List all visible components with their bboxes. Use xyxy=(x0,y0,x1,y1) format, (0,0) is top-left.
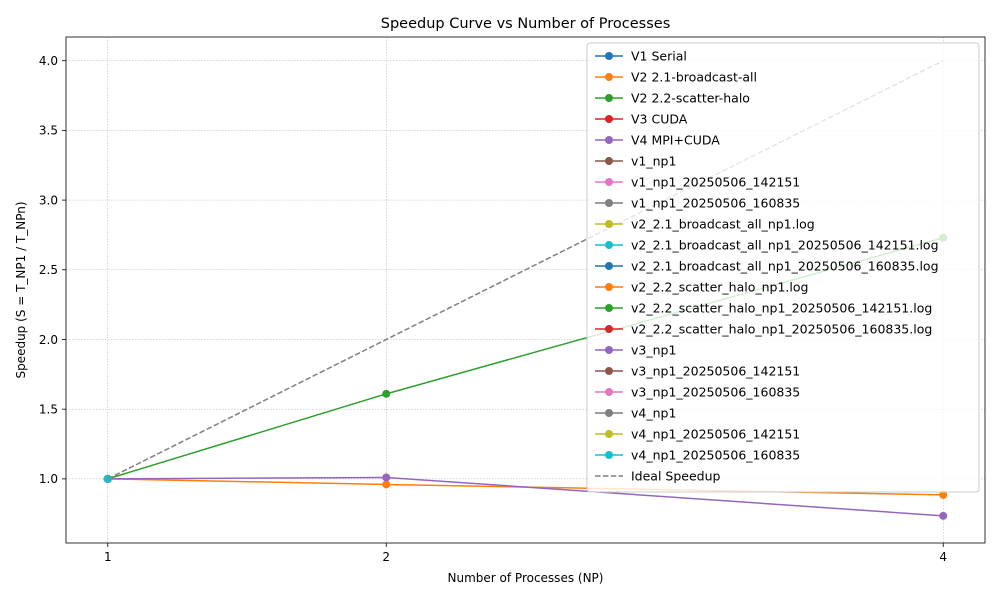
legend-marker xyxy=(605,73,613,81)
legend-marker xyxy=(605,451,613,459)
data-point xyxy=(939,490,948,499)
legend-marker xyxy=(605,220,613,228)
legend-marker xyxy=(605,283,613,291)
legend-item: v3_np1_20250506_142151 xyxy=(595,364,800,379)
x-axis-label: Number of Processes (NP) xyxy=(448,571,604,585)
x-tick-label: 1 xyxy=(104,550,112,564)
legend-item: v1_np1 xyxy=(595,154,676,169)
legend-label: v1_np1_20250506_142151 xyxy=(631,175,800,190)
legend-item: V4 MPI+CUDA xyxy=(595,133,720,148)
legend-item: v2_2.1_broadcast_all_np1_20250506_142151… xyxy=(595,238,939,253)
legend-marker xyxy=(605,199,613,207)
x-tick-label: 4 xyxy=(939,550,947,564)
legend-item: v4_np1_20250506_142151 xyxy=(595,427,800,442)
y-tick-label: 4.0 xyxy=(39,54,58,68)
legend-marker xyxy=(605,136,613,144)
y-ticks: 1.0 1.5 2.0 2.5 3.0 3.5 4.0 xyxy=(39,54,66,486)
series-layer xyxy=(103,60,948,520)
y-tick-label: 2.0 xyxy=(39,333,58,347)
legend-marker xyxy=(605,262,613,270)
ideal-speedup-line xyxy=(107,60,944,480)
legend-marker xyxy=(605,346,613,354)
legend-item: V2 2.2-scatter-halo xyxy=(595,91,750,106)
legend-marker xyxy=(605,325,613,333)
y-axis-label: Speedup (S = T_NP1 / T_NPn) xyxy=(14,201,28,378)
plot-frame xyxy=(65,36,986,544)
legend-item: V2 2.1-broadcast-all xyxy=(595,70,757,85)
legend-label: v4_np1_20250506_142151 xyxy=(631,427,800,442)
legend-marker xyxy=(605,430,613,438)
data-point xyxy=(382,480,391,489)
data-point xyxy=(939,511,948,520)
legend: V1 Serial V2 2.1-broadcast-all V2 2.2-scat… xyxy=(586,42,980,493)
legend-label: v2_2.1_broadcast_all_np1.log xyxy=(631,217,815,232)
legend-item: v4_np1 xyxy=(595,406,676,421)
legend-label: v3_np1_20250506_142151 xyxy=(631,364,800,379)
legend-marker xyxy=(605,388,613,396)
legend-item: v1_np1_20250506_142151 xyxy=(595,175,800,190)
chart-title: Speedup Curve vs Number of Processes xyxy=(381,16,671,32)
series-20 xyxy=(107,60,944,480)
legend-label: V4 MPI+CUDA xyxy=(631,133,720,148)
legend-marker xyxy=(605,178,613,186)
legend-label: v1_np1 xyxy=(631,154,676,169)
legend-label: v2_2.2_scatter_halo_np1.log xyxy=(631,280,808,295)
legend-label: V2 2.1-broadcast-all xyxy=(631,70,757,85)
legend-item: v2_2.2_scatter_halo_np1_20250506_160835.… xyxy=(595,322,932,337)
legend-marker xyxy=(605,241,613,249)
legend-label: v3_np1 xyxy=(631,343,676,358)
legend-label: v2_2.2_scatter_halo_np1_20250506_160835.… xyxy=(631,322,932,337)
legend-label: v1_np1_20250506_160835 xyxy=(631,196,800,211)
legend-label: v4_np1 xyxy=(631,406,676,421)
legend-box xyxy=(586,42,980,493)
legend-marker xyxy=(605,409,613,417)
data-point xyxy=(382,389,391,398)
legend-marker xyxy=(605,157,613,165)
legend-item: V3 CUDA xyxy=(595,112,688,127)
legend-item: v2_2.2_scatter_halo_np1.log xyxy=(595,280,808,295)
legend-marker xyxy=(605,367,613,375)
legend-marker xyxy=(605,52,613,60)
legend-item: v4_np1_20250506_160835 xyxy=(595,448,800,463)
legend-label: v4_np1_20250506_160835 xyxy=(631,448,800,463)
legend-marker xyxy=(605,94,613,102)
x-ticks: 1 2 4 xyxy=(104,543,947,564)
legend-label: v2_2.1_broadcast_all_np1_20250506_160835… xyxy=(631,259,939,274)
legend-label: v2_2.1_broadcast_all_np1_20250506_142151… xyxy=(631,238,939,253)
y-tick-label: 2.5 xyxy=(39,263,58,277)
y-tick-label: 3.0 xyxy=(39,193,58,207)
y-tick-label: 1.5 xyxy=(39,402,58,416)
legend-item: v2_2.1_broadcast_all_np1_20250506_160835… xyxy=(595,259,939,274)
legend-item: Ideal Speedup xyxy=(595,469,721,484)
legend-item: v2_2.2_scatter_halo_np1_20250506_142151.… xyxy=(595,301,932,316)
y-tick-label: 1.0 xyxy=(39,472,58,486)
legend-item: V1 Serial xyxy=(595,49,687,64)
legend-label: V2 2.2-scatter-halo xyxy=(631,91,750,106)
legend-label: V1 Serial xyxy=(631,49,687,64)
legend-item: v3_np1 xyxy=(595,343,676,358)
legend-label: v3_np1_20250506_160835 xyxy=(631,385,800,400)
x-tick-label: 2 xyxy=(382,550,390,564)
legend-label: Ideal Speedup xyxy=(631,469,721,484)
legend-marker xyxy=(605,304,613,312)
y-tick-label: 3.5 xyxy=(39,124,58,138)
legend-item: v3_np1_20250506_160835 xyxy=(595,385,800,400)
legend-marker xyxy=(605,115,613,123)
legend-label: v2_2.2_scatter_halo_np1_20250506_142151.… xyxy=(631,301,932,316)
legend-item: v1_np1_20250506_160835 xyxy=(595,196,800,211)
legend-label: V3 CUDA xyxy=(631,112,688,127)
legend-item: v2_2.1_broadcast_all_np1.log xyxy=(595,217,815,232)
data-point xyxy=(382,473,391,482)
